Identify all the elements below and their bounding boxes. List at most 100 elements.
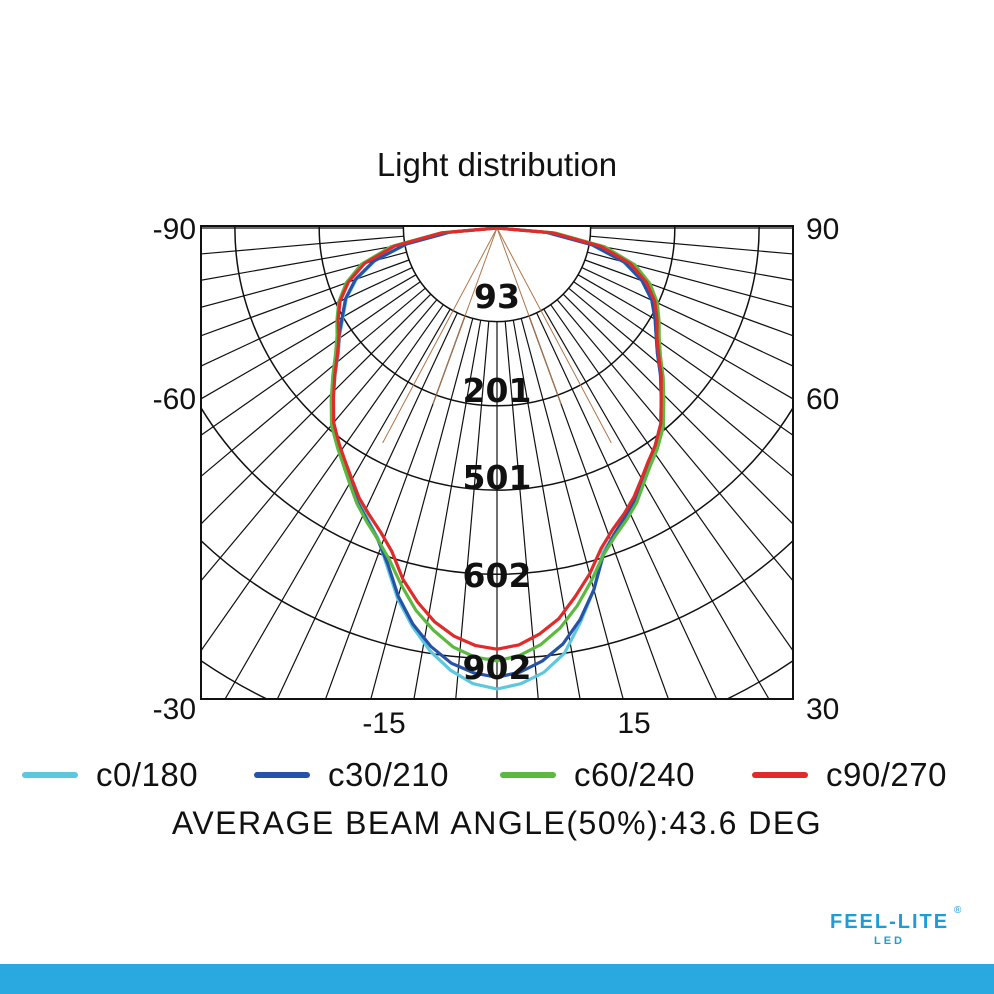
- left-tick-label: -30: [153, 693, 196, 726]
- guide-line: [382, 227, 498, 444]
- grid-spoke: [562, 293, 793, 525]
- grid-spoke: [276, 312, 458, 699]
- grid-spoke: [587, 251, 793, 308]
- grid-hub: [402, 226, 592, 323]
- grid-spoke: [0, 118, 405, 211]
- curve-c60-240: [329, 226, 666, 663]
- grid-spoke: [550, 304, 793, 652]
- grid-spoke: [574, 0, 994, 174]
- grid-spoke: [230, 0, 457, 143]
- grid-spoke: [224, 308, 451, 699]
- grid-spoke: [563, 0, 944, 162]
- grid-spoke: [590, 173, 994, 220]
- grid-spoke: [13, 0, 425, 168]
- grid-spoke: [578, 0, 994, 181]
- grid-spoke: [0, 0, 416, 181]
- legend-item-c60-240: c60/240: [500, 755, 695, 795]
- grid-spoke: [201, 251, 407, 308]
- grid-spoke: [584, 259, 793, 337]
- grid-spoke: [569, 0, 981, 168]
- grid-spoke: [536, 312, 718, 699]
- guide-line: [496, 227, 612, 444]
- grid-spoke: [587, 65, 994, 204]
- grid-spoke: [556, 299, 793, 582]
- legend-item-c30-210: c30/210: [254, 755, 449, 795]
- legend-label: c30/210: [328, 756, 449, 793]
- grid-spoke: [201, 243, 405, 281]
- right-tick-label: 30: [806, 693, 839, 726]
- legend-swatch: [500, 772, 556, 778]
- grid-spoke: [387, 0, 480, 136]
- grid-spoke: [201, 293, 432, 525]
- grid-spoke: [334, 0, 473, 138]
- grid-spoke: [537, 0, 764, 143]
- left-tick-label: -90: [153, 213, 196, 246]
- ring-label: 602: [463, 556, 532, 595]
- grid-spoke: [568, 287, 793, 478]
- grid-spoke: [582, 0, 994, 188]
- grid-spoke: [504, 321, 539, 699]
- grid-spoke: [512, 320, 581, 699]
- legend-item-c0-180: c0/180: [22, 755, 198, 795]
- registered-mark-icon: ®: [954, 905, 962, 916]
- grid-spoke: [505, 0, 552, 135]
- grid-spoke: [529, 0, 713, 140]
- plot-frame: [200, 225, 794, 700]
- legend-swatch: [254, 772, 310, 778]
- legend-label: c0/180: [96, 756, 199, 793]
- grid-spoke: [201, 281, 421, 437]
- grid-spoke: [590, 235, 793, 255]
- distribution-curves: [329, 226, 666, 691]
- grid-spoke: [201, 267, 413, 367]
- grid-spoke: [577, 274, 793, 400]
- grid-spoke: [544, 0, 813, 147]
- guide-line: [432, 227, 498, 405]
- grid-spoke: [581, 267, 793, 367]
- legend-label: c60/240: [574, 756, 695, 793]
- grid-spoke: [201, 259, 410, 337]
- grid-spoke: [50, 0, 431, 162]
- bottom-tick-label: 15: [617, 707, 650, 740]
- grid-spoke: [573, 281, 793, 437]
- grid-spoke: [201, 287, 426, 478]
- beam-angle-text: AVERAGE BEAM ANGLE(50%):43.6 DEG: [171, 805, 823, 841]
- legend-label: c90/270: [826, 756, 947, 793]
- guide-line: [496, 227, 562, 405]
- ring-labels: 93 201 501 602 902: [463, 277, 532, 687]
- grid-spoke: [201, 299, 438, 582]
- grid-spoke: [0, 173, 404, 220]
- ring-label: 501: [463, 458, 532, 497]
- grid-spoke: [0, 0, 412, 188]
- grid-spoke: [557, 0, 903, 156]
- ring-label: 93: [474, 277, 520, 316]
- bottom-tick-label: -15: [362, 707, 405, 740]
- logo-subtext: LED: [874, 935, 905, 947]
- tick-labels: -90 -60 -30 90 60 30 -15 15: [153, 213, 840, 740]
- grid-spoke: [281, 0, 465, 140]
- ring-label: 902: [463, 648, 532, 687]
- grid-spoke: [0, 0, 420, 174]
- grid-spoke: [135, 0, 444, 151]
- grid-spoke: [413, 320, 482, 699]
- brand-logo: FEEL-LITE LED ®: [830, 905, 962, 955]
- grid-spoke: [0, 65, 407, 204]
- grid-spoke: [181, 0, 450, 147]
- legend-item-c90-270: c90/270: [752, 755, 947, 795]
- chart-title: Light distribution: [377, 146, 617, 183]
- right-tick-label: 60: [806, 383, 839, 416]
- left-tick-label: -60: [153, 383, 196, 416]
- grid-spoke: [0, 12, 409, 196]
- right-tick-label: 90: [806, 213, 839, 246]
- grid-spoke: [442, 0, 489, 135]
- footer-bar: [0, 964, 994, 994]
- grid-spoke: [201, 274, 417, 400]
- ring-label: 201: [463, 371, 532, 410]
- grid-spoke: [521, 0, 660, 138]
- logo-wordmark: FEEL-LITE: [830, 911, 950, 933]
- grid-spoke: [543, 308, 770, 699]
- grid-spoke: [551, 0, 860, 151]
- grid-spoke: [589, 118, 994, 211]
- legend-swatch: [752, 772, 808, 778]
- grid-spoke: [201, 304, 444, 652]
